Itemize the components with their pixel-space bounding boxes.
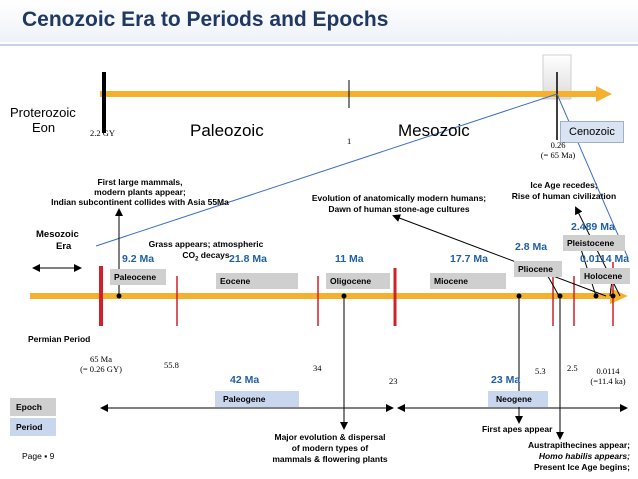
humans-pointer [392, 214, 607, 297]
holocene-dot [610, 293, 616, 299]
tick-label-65: 65 Ma (= 0.26 GY) [66, 354, 136, 374]
legend-epoch: Epoch [10, 398, 56, 416]
mesozoic-label: Mesozoic [398, 121, 470, 140]
permian-label: Permian Period [28, 334, 91, 344]
mammals-note-line3: Indian subcontinent collides with Asia 5… [51, 197, 229, 207]
grass-note-line1: Grass appears; atmospheric [148, 239, 264, 249]
austr-note-line2: Homo habilis appears; [510, 451, 630, 462]
major-note: Major evolution & dispersal of modern ty… [255, 432, 405, 465]
apes-note: First apes appear [482, 424, 553, 434]
austr-note-line2-text: Homo habilis appears; [538, 451, 630, 461]
page-bullet: ▪ [44, 451, 50, 461]
grass-sub: 2 [195, 256, 199, 263]
proterozoic-label: Proterozoic Eon [10, 105, 76, 135]
tick-label-65-gy: (= 0.26 GY) [80, 364, 122, 374]
duration-oligocene: 11 Ma [335, 253, 364, 265]
duration-holocene: 0.0114 Ma [580, 253, 630, 265]
grass-note-line2: CO2 decays [136, 250, 276, 266]
duration-neogene: 23 Ma [491, 374, 521, 386]
epoch-box-pliocene: Pliocene [514, 261, 562, 277]
humans-note: Evolution of anatomically modern humans;… [285, 193, 513, 215]
tick-label-65-value: 65 Ma [90, 354, 112, 364]
page-footer: Page ▪ 9 [22, 451, 54, 461]
mesozoic-era-line1: Mesozoic [36, 229, 79, 240]
austr-note-line1: Austrapithecines appear; [527, 440, 630, 450]
title-bar [0, 0, 638, 42]
major-dot [341, 293, 347, 299]
page-title: Cenozoic Era to Periods and Epochs [22, 8, 389, 31]
mammals-note-line1: First large mammals, [97, 177, 183, 187]
tick-label-5-3: 5.3 [535, 366, 546, 376]
mammals-note: First large mammals, modern plants appea… [35, 177, 245, 207]
duration-eocene: 21.8 Ma [229, 253, 267, 265]
epoch-box-paleocene: Paleocene [110, 269, 166, 285]
page-number: 9 [49, 451, 55, 461]
epoch-box-holocene: Holocene [580, 268, 630, 284]
page-label: Page [22, 451, 42, 461]
major-note-line1: Major evolution & dispersal [274, 432, 386, 442]
mesozoic-era-line2: Era [56, 241, 72, 252]
duration-paleogene: 42 Ma [230, 374, 260, 386]
tick-label-1: 1 [347, 136, 352, 146]
duration-miocene: 17.7 Ma [450, 253, 488, 265]
epoch-box-oligocene: Oligocene [326, 273, 390, 289]
ice-note: Ice Age recedes; Rise of human civilizat… [498, 180, 630, 202]
duration-pliocene: 2.8 Ma [515, 241, 548, 253]
austr-note: Austrapithecines appear; Homo habilis ap… [510, 440, 630, 473]
mesozoic-era-label: Mesozoic Era [36, 229, 79, 253]
humans-note-line2: Dawn of human stone-age cultures [328, 204, 470, 214]
epoch-box-eocene: Eocene [216, 273, 298, 289]
paleozoic-label: Paleozoic [190, 121, 264, 140]
tick-label-0-0114: 0.0114 (=11.4 ka) [582, 366, 634, 386]
mammals-note-line2: modern plants appear; [94, 187, 186, 197]
austr-note-line3: Present Ice Age begins; [533, 462, 630, 472]
legend-period: Period [10, 418, 56, 436]
major-note-line3: mammals & flowering plants [272, 454, 388, 464]
ice-note-line1: Ice Age recedes; [530, 180, 598, 190]
tick-label-026-ma: (= 65 Ma) [540, 150, 576, 160]
zoom-line-left [95, 93, 558, 247]
austr-dot [557, 293, 563, 299]
tick-label-2-5: 2.5 [567, 363, 578, 373]
pleistocene-dot [593, 293, 599, 299]
tick-label-2-2gy: 2.2 GY [90, 128, 116, 138]
period-box-paleogene: Paleogene [215, 391, 299, 407]
cenozoic-box: Cenozoic [560, 121, 624, 143]
ice-note-line2: Rise of human civilization [511, 191, 617, 201]
epoch-box-miocene: Miocene [430, 273, 506, 289]
humans-note-line1: Evolution of anatomically modern humans; [311, 193, 487, 203]
mammals-dot [116, 293, 122, 299]
major-note-line2: of modern types of [291, 443, 369, 453]
grass-note: Grass appears; atmospheric CO2 decays [136, 239, 276, 266]
tick-label-026-value: 0.26 [550, 140, 566, 150]
duration-paleocene: 9.2 Ma [122, 253, 155, 265]
period-box-neogene: Neogene [488, 391, 548, 407]
proterozoic-label-line1: Proterozoic [10, 105, 76, 120]
tick-label-23: 23 [389, 376, 398, 386]
top-scale-arrowhead [596, 86, 612, 102]
grass-co: CO [182, 250, 196, 260]
tick-label-34: 34 [313, 363, 322, 373]
tick-label-55-8: 55.8 [164, 360, 179, 370]
title-rule [0, 44, 638, 46]
epoch-box-pleistocene: Pleistocene [563, 235, 625, 251]
tick-label-026: 0.26 (= 65 Ma) [530, 140, 586, 160]
apes-dot [516, 293, 522, 299]
bottom-timeline-arrowhead [610, 288, 628, 304]
duration-pleistocene: 2.489 Ma [571, 221, 615, 233]
proterozoic-label-line2: Eon [32, 120, 56, 135]
tick-label-0-0114-value: 0.0114 [596, 366, 620, 376]
zoom-line-right [556, 93, 629, 259]
tick-label-0-0114-ka: (=11.4 ka) [590, 376, 626, 386]
grass-decays: decays [198, 250, 230, 260]
